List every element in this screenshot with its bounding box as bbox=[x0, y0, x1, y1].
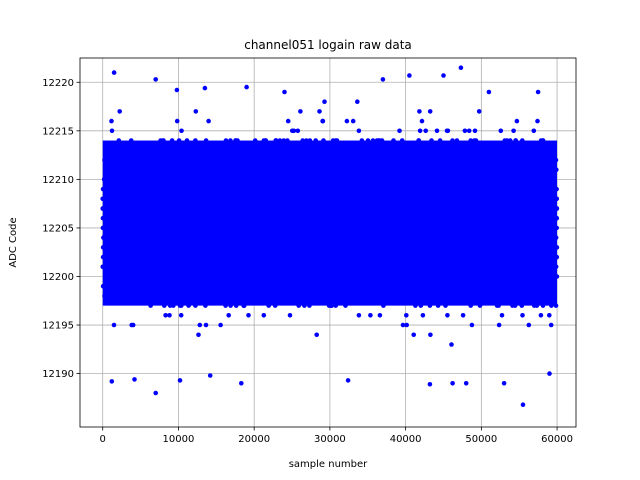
data-point bbox=[498, 128, 504, 134]
data-point bbox=[174, 118, 180, 124]
chart-title: channel051 logain raw data bbox=[244, 38, 412, 52]
data-point bbox=[203, 322, 209, 328]
data-point bbox=[531, 128, 537, 134]
data-point bbox=[287, 313, 293, 318]
data-point bbox=[193, 109, 199, 114]
data-point bbox=[397, 128, 402, 134]
data-point bbox=[472, 128, 478, 134]
data-point bbox=[322, 99, 327, 104]
data-point bbox=[404, 322, 410, 328]
data-point bbox=[368, 313, 373, 318]
data-point bbox=[111, 322, 117, 328]
data-point bbox=[178, 313, 184, 318]
data-points bbox=[100, 65, 560, 408]
data-point bbox=[344, 118, 350, 124]
data-point bbox=[526, 322, 532, 328]
data-point bbox=[511, 128, 516, 134]
data-point bbox=[466, 128, 472, 134]
data-point bbox=[218, 322, 223, 328]
data-point bbox=[423, 128, 429, 134]
data-point bbox=[285, 118, 291, 124]
data-point bbox=[356, 128, 362, 134]
data-point bbox=[548, 322, 554, 328]
data-point bbox=[404, 313, 409, 318]
data-point bbox=[469, 322, 475, 328]
data-point bbox=[314, 332, 320, 338]
data-point bbox=[377, 313, 383, 318]
data-point bbox=[261, 313, 267, 318]
data-point bbox=[163, 313, 168, 318]
data-point bbox=[499, 313, 505, 318]
data-point bbox=[445, 128, 451, 134]
data-point bbox=[427, 109, 433, 114]
data-point bbox=[476, 109, 482, 114]
data-point bbox=[317, 109, 322, 114]
data-point bbox=[167, 313, 172, 318]
data-point bbox=[428, 332, 433, 338]
data-point bbox=[547, 313, 552, 318]
data-point bbox=[350, 118, 356, 124]
